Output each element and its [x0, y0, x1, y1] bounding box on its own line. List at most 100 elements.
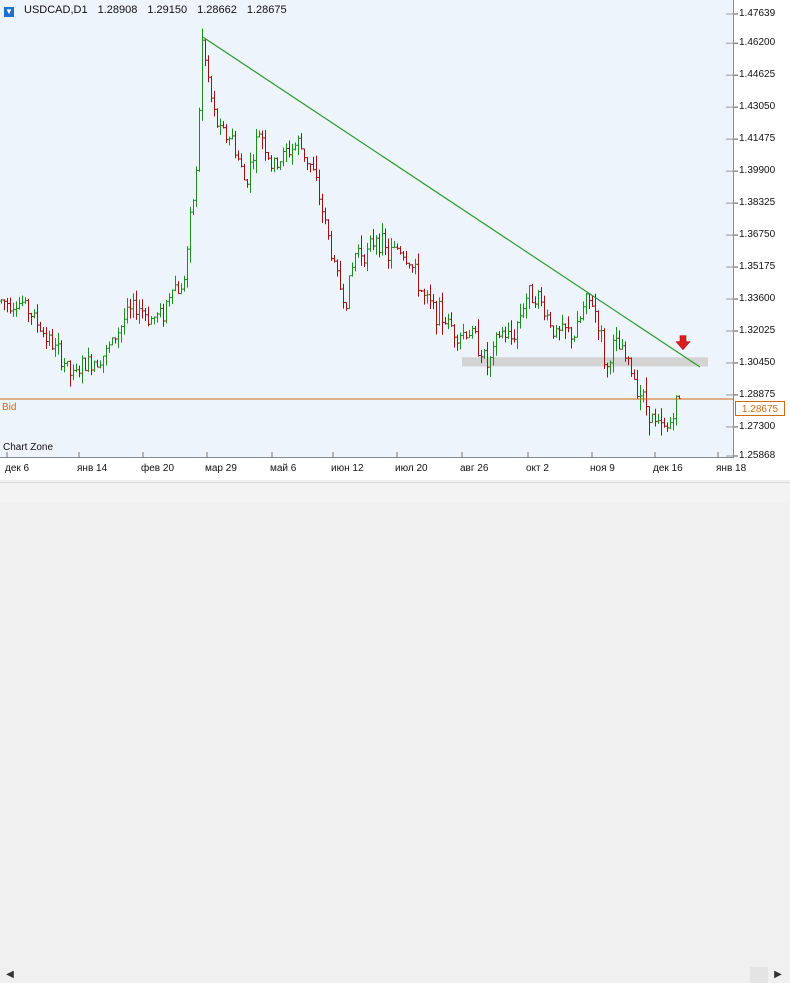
candle: [267, 151, 270, 161]
candle: [537, 290, 540, 309]
price-tick-label: 1.46200: [739, 37, 776, 49]
candle: [393, 241, 396, 249]
scroll-thumb[interactable]: [750, 967, 768, 983]
candle: [675, 395, 678, 426]
time-tick-label: янв 14: [77, 463, 108, 474]
candle: [588, 293, 591, 310]
candle: [135, 290, 138, 320]
candle: [636, 369, 639, 400]
candle: [156, 312, 159, 323]
candle: [489, 356, 492, 377]
candle: [606, 362, 609, 378]
candle: [381, 223, 384, 256]
candle: [225, 124, 228, 143]
candle: [507, 322, 510, 340]
candle: [399, 246, 402, 255]
candle: [222, 121, 225, 129]
candle: [168, 293, 171, 307]
title-high: 1.29150: [147, 4, 188, 16]
candle: [510, 320, 513, 345]
candle: [360, 235, 363, 266]
time-tick-label: фев 20: [141, 463, 175, 474]
price-tick-label: 1.36750: [739, 229, 776, 241]
candle: [276, 157, 279, 170]
candle: [345, 302, 348, 311]
candle: [459, 332, 462, 350]
candle: [444, 317, 447, 325]
scroll-right-icon[interactable]: ▶: [774, 969, 782, 980]
time-tick-label: июл 20: [395, 463, 428, 474]
candle: [195, 166, 198, 208]
candle: [57, 332, 60, 355]
candle: [114, 337, 117, 344]
candle: [621, 339, 624, 350]
candle: [6, 298, 9, 313]
candle: [105, 344, 108, 366]
chart-plot-area[interactable]: ▼ USDCAD,D1 1.28908 1.29150 1.28662 1.28675 B…: [0, 0, 734, 458]
candle: [51, 328, 54, 350]
trendline[interactable]: [202, 36, 701, 368]
candle: [54, 338, 57, 357]
candle: [285, 143, 288, 163]
candle: [525, 293, 528, 319]
price-tick-label: 1.30450: [739, 356, 776, 368]
candle: [366, 242, 369, 272]
time-tick-label: янв 18: [716, 463, 747, 474]
candle: [426, 290, 429, 304]
candle: [474, 325, 477, 334]
candle: [351, 262, 354, 277]
candle: [141, 299, 144, 319]
candle: [591, 295, 594, 307]
candle: [420, 289, 423, 293]
candle: [666, 422, 669, 432]
price-tick-label: 1.44625: [739, 69, 776, 81]
price-scale-ticks: [734, 13, 738, 457]
chart-canvas[interactable]: [0, 0, 734, 458]
candle: [375, 235, 378, 255]
candle: [264, 130, 267, 161]
candle: [9, 297, 12, 314]
chart-title: ▼ USDCAD,D1 1.28908 1.29150 1.28662 1.28675: [4, 4, 297, 17]
candle: [132, 293, 135, 318]
price-scale[interactable]: [734, 0, 790, 458]
candle: [33, 309, 36, 319]
candle: [87, 347, 90, 373]
candle: [480, 349, 483, 364]
candle: [378, 233, 381, 258]
candle: [645, 377, 648, 416]
candle: [150, 316, 153, 325]
candle: [546, 309, 549, 321]
title-close: 1.28675: [246, 4, 287, 16]
candle: [657, 413, 660, 424]
candle: [198, 107, 201, 172]
candle: [555, 325, 558, 338]
time-tick-label: окт 2: [526, 463, 549, 474]
candle: [18, 296, 21, 310]
candle: [453, 324, 456, 348]
candle: [462, 323, 465, 340]
time-tick-label: авг 26: [460, 463, 489, 474]
candle: [180, 283, 183, 295]
candle: [126, 298, 129, 324]
candle: [117, 327, 120, 349]
horizontal-scrollbar[interactable]: ◀ ▶: [0, 482, 790, 983]
candle: [213, 90, 216, 117]
candle: [501, 327, 504, 339]
candle: [99, 360, 102, 369]
candle: [585, 292, 588, 315]
candle: [390, 237, 393, 269]
candle: [567, 316, 570, 333]
candle: [432, 293, 435, 310]
sell-arrow-icon[interactable]: [675, 335, 691, 351]
candle: [498, 331, 501, 339]
candle: [576, 311, 579, 338]
scroll-left-icon[interactable]: ◀: [6, 969, 14, 980]
time-scale[interactable]: [0, 458, 790, 480]
candle: [540, 287, 543, 307]
candle: [231, 128, 234, 140]
candle: [612, 334, 615, 373]
price-grid: [6, 13, 734, 458]
candle: [423, 288, 426, 305]
candle: [342, 283, 345, 309]
support-zone[interactable]: [462, 357, 708, 367]
